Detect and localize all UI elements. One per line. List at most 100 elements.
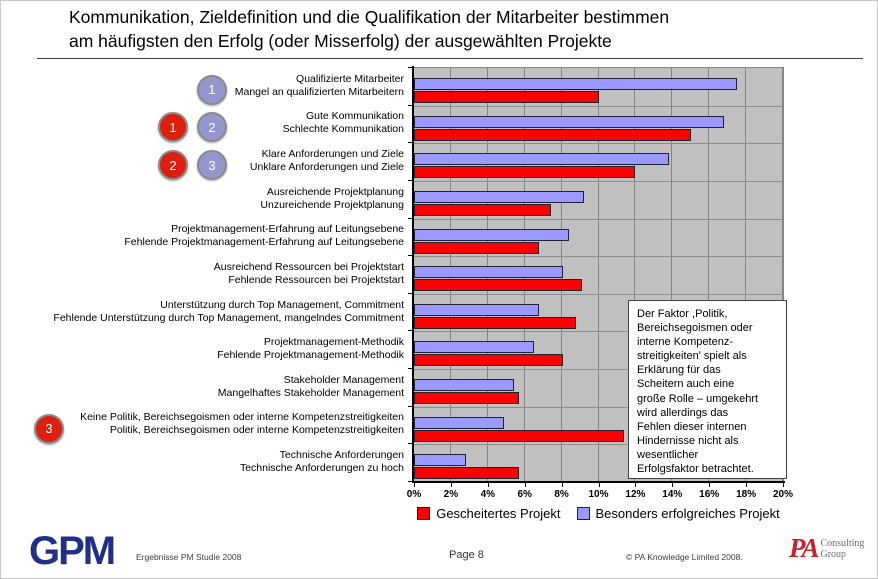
- category-label: Ausreichende Projektplanung Unzureichende…: [1, 180, 409, 218]
- rank-badge-red-3: 3: [34, 413, 64, 444]
- row-separator: [414, 369, 783, 371]
- failure-factor-label: Fehlende Unterstützung durch Top Managem…: [53, 311, 404, 324]
- pa-logo-text: Consulting Group: [820, 538, 865, 560]
- x-axis-line: [412, 481, 785, 483]
- failure-factor-label: Unklare Anforderungen und Ziele: [249, 161, 404, 174]
- gridline: [671, 68, 673, 482]
- rank-badge-blue-1: 1: [197, 74, 227, 105]
- bar-successful-project: [414, 78, 737, 90]
- x-tick-label: 14%: [662, 489, 683, 500]
- x-tick-mark: [746, 483, 748, 487]
- category-label: Klare Anforderungen und Ziele Unklare Anf…: [1, 142, 409, 180]
- y-tick-mark: [408, 255, 412, 257]
- success-factor-label: Stakeholder Management: [283, 373, 404, 386]
- x-tick-mark: [598, 483, 600, 487]
- category-label: Qualifizierte Mitarbeiter Mangel an quali…: [1, 67, 409, 105]
- x-tick-label: 18%: [736, 489, 757, 500]
- slide-title-line1: Kommunikation, Zieldefinition und die Qu…: [69, 7, 670, 27]
- bar-successful-project: [414, 454, 466, 467]
- gpm-logo: GPM: [29, 529, 116, 573]
- success-factor-label: Qualifizierte Mitarbeiter: [296, 72, 404, 85]
- bar-failed-project: [414, 241, 540, 254]
- bar-failed-project: [414, 392, 520, 405]
- pa-consulting-logo: PA Consulting Group: [789, 535, 864, 562]
- failure-factor-label: Fehlende Projektmanagement-Methodik: [217, 349, 404, 362]
- gridline: [745, 68, 747, 482]
- x-tick-mark: [524, 483, 526, 487]
- slide-title: Kommunikation, Zieldefinition und die Qu…: [69, 6, 859, 53]
- bar-successful-project: [414, 115, 724, 128]
- row-separator: [414, 256, 783, 258]
- y-tick-mark: [408, 104, 412, 106]
- rank-badge-red-1: 1: [158, 112, 188, 143]
- slide-title-line2: am häufigsten den Erfolg (oder Misserfol…: [69, 30, 612, 51]
- bar-failed-project: [414, 429, 625, 442]
- copyright-text: © PA Knowledge Limited 2008.: [626, 552, 743, 562]
- rank-badge-blue-2: 2: [197, 112, 227, 143]
- gridline: [708, 68, 710, 482]
- bar-failed-project: [414, 354, 564, 367]
- chart-legend: Gescheitertes Projekt Besonders erfolgrei…: [404, 506, 793, 521]
- x-tick-mark: [414, 483, 415, 487]
- category-label: Technische Anforderungen Technische Anfor…: [1, 443, 409, 481]
- success-factor-label: Ausreichende Projektplanung: [266, 185, 404, 198]
- success-factor-label: Unterstützung durch Top Management, Comm…: [160, 298, 404, 311]
- success-factor-label: Projektmanagement-Erfahrung auf Leitungs…: [171, 223, 404, 236]
- bar-failed-project: [414, 467, 520, 480]
- y-tick-mark: [408, 330, 412, 332]
- failure-factor-label: Mangelhaftes Stakeholder Management: [217, 386, 404, 399]
- row-separator: [414, 218, 783, 220]
- bar-successful-project: [414, 190, 584, 203]
- bar-failed-project: [414, 316, 577, 329]
- success-factor-label: Technische Anforderungen: [279, 449, 404, 462]
- category-labels: Qualifizierte Mitarbeiter Mangel an quali…: [1, 67, 409, 481]
- annotation-box: Der Faktor ,Politik, Bereichsegoismen od…: [628, 300, 787, 479]
- legend-swatch: [576, 507, 590, 520]
- bar-successful-project: [414, 341, 534, 354]
- legend-label: Gescheitertes Projekt: [436, 506, 561, 521]
- x-tick-mark: [635, 483, 637, 487]
- category-label: Unterstützung durch Top Management, Comm…: [1, 293, 409, 331]
- y-tick-mark: [408, 142, 412, 144]
- failure-factor-label: Schlechte Kommunikation: [282, 123, 404, 136]
- row-separator: [414, 105, 783, 107]
- category-label: Gute Kommunikation Schlechte Kommunikatio…: [1, 105, 409, 143]
- row-separator: [414, 143, 783, 145]
- bar-successful-project: [414, 379, 514, 392]
- x-tick-mark: [672, 483, 674, 487]
- y-tick-mark: [408, 481, 412, 482]
- y-tick-mark: [408, 292, 412, 294]
- y-tick-mark: [408, 443, 412, 445]
- bar-failed-project: [414, 128, 691, 141]
- page-number: Page 8: [449, 549, 484, 561]
- y-tick-mark: [408, 217, 412, 219]
- pa-logo-mark: PA: [789, 533, 819, 563]
- x-tick-label: 20%: [772, 489, 794, 500]
- bar-successful-project: [414, 153, 669, 166]
- bar-failed-project: [414, 279, 582, 292]
- category-label: Ausreichend Ressourcen bei Projektstart F…: [1, 255, 409, 293]
- title-divider: [37, 58, 863, 59]
- x-tick-mark: [709, 483, 711, 487]
- success-factor-label: Klare Anforderungen und Ziele: [261, 148, 404, 161]
- legend-item: Besonders erfolgreiches Projekt: [576, 506, 780, 521]
- failure-factor-label: Fehlende Projektmanagement-Erfahrung auf…: [124, 236, 404, 249]
- x-tick-label: 6%: [517, 489, 532, 500]
- bar-successful-project: [414, 416, 505, 429]
- category-label: Stakeholder Management Mangelhaftes Stake…: [1, 368, 409, 406]
- x-tick-mark: [450, 483, 452, 487]
- x-tick-mark: [487, 483, 489, 487]
- rank-badge-blue-3: 3: [197, 150, 227, 181]
- y-tick-mark: [408, 67, 412, 68]
- row-separator: [414, 331, 783, 333]
- row-separator: [414, 444, 783, 446]
- gridline: [597, 68, 599, 482]
- row-separator: [414, 293, 783, 295]
- x-tick-label: 4%: [480, 489, 496, 500]
- bar-successful-project: [414, 303, 540, 316]
- legend-swatch: [417, 507, 431, 520]
- failure-factor-label: Fehlende Ressourcen bei Projektstart: [228, 273, 404, 286]
- category-label: Projektmanagement-Erfahrung auf Leitungs…: [1, 218, 409, 256]
- x-tick-label: 2%: [443, 489, 459, 500]
